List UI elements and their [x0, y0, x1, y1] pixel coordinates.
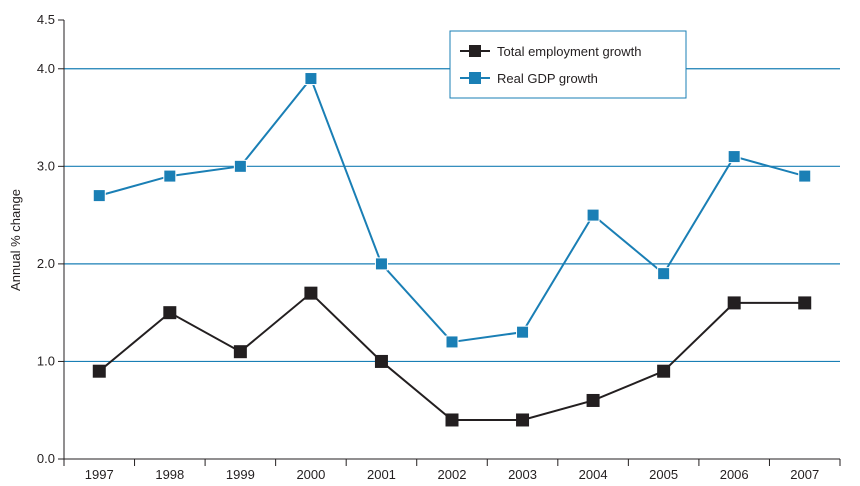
y-axis-title: Annual % change — [8, 189, 23, 291]
series-gdp — [92, 72, 812, 349]
axes — [58, 19, 841, 466]
series-line — [99, 76, 805, 343]
data-point-marker — [445, 413, 459, 427]
data-point-marker — [516, 325, 530, 339]
data-point-marker — [657, 267, 671, 281]
data-point-marker — [586, 208, 600, 222]
legend-swatch-marker — [469, 72, 481, 84]
series — [92, 72, 812, 427]
x-tick-label: 2002 — [438, 467, 467, 482]
data-point-marker — [798, 296, 812, 310]
y-tick-label: 0.0 — [37, 451, 55, 466]
data-point-marker — [516, 413, 530, 427]
data-point-marker — [727, 296, 741, 310]
data-point-marker — [374, 257, 388, 271]
series-line — [98, 291, 805, 421]
x-tick-label: 1997 — [85, 467, 114, 482]
data-point-marker — [727, 150, 741, 164]
data-point-marker — [374, 354, 388, 368]
data-point-marker — [798, 169, 812, 183]
y-tick-label: 3.0 — [37, 158, 55, 173]
x-tick-label: 1998 — [155, 467, 184, 482]
x-tick-label: 2007 — [790, 467, 819, 482]
data-point-marker — [304, 72, 318, 86]
legend-label: Total employment growth — [497, 44, 642, 59]
legend-swatch-marker — [469, 45, 481, 57]
legend: Total employment growth Real GDP growth — [449, 30, 687, 99]
data-point-marker — [163, 306, 177, 320]
x-tick-label: 1999 — [226, 467, 255, 482]
y-tick-label: 2.0 — [37, 256, 55, 271]
data-point-marker — [233, 159, 247, 173]
y-tick-label: 4.0 — [37, 61, 55, 76]
x-tick-label: 2004 — [579, 467, 608, 482]
legend-box — [449, 30, 687, 99]
data-point-marker — [445, 335, 459, 349]
y-axis-tick-labels: 0.0 1.0 2.0 3.0 4.0 4.5 — [37, 12, 55, 466]
x-tick-label: 2001 — [367, 467, 396, 482]
data-point-marker — [304, 286, 318, 300]
x-tick-label: 2000 — [296, 467, 325, 482]
data-point-marker — [586, 393, 600, 407]
data-point-marker — [92, 189, 106, 203]
y-tick-label: 4.5 — [37, 12, 55, 27]
legend-label: Real GDP growth — [497, 71, 598, 86]
x-tick-label: 2006 — [720, 467, 749, 482]
x-tick-label: 2005 — [649, 467, 678, 482]
data-point-marker — [163, 169, 177, 183]
data-point-marker — [233, 345, 247, 359]
data-point-marker — [657, 364, 671, 378]
x-tick-label: 2003 — [508, 467, 537, 482]
data-point-marker — [92, 364, 106, 378]
y-tick-label: 1.0 — [37, 353, 55, 368]
x-axis-tick-labels: 1997 1998 1999 2000 2001 2002 2003 2004 2005 2006… — [85, 467, 819, 482]
series-employment — [92, 286, 812, 427]
